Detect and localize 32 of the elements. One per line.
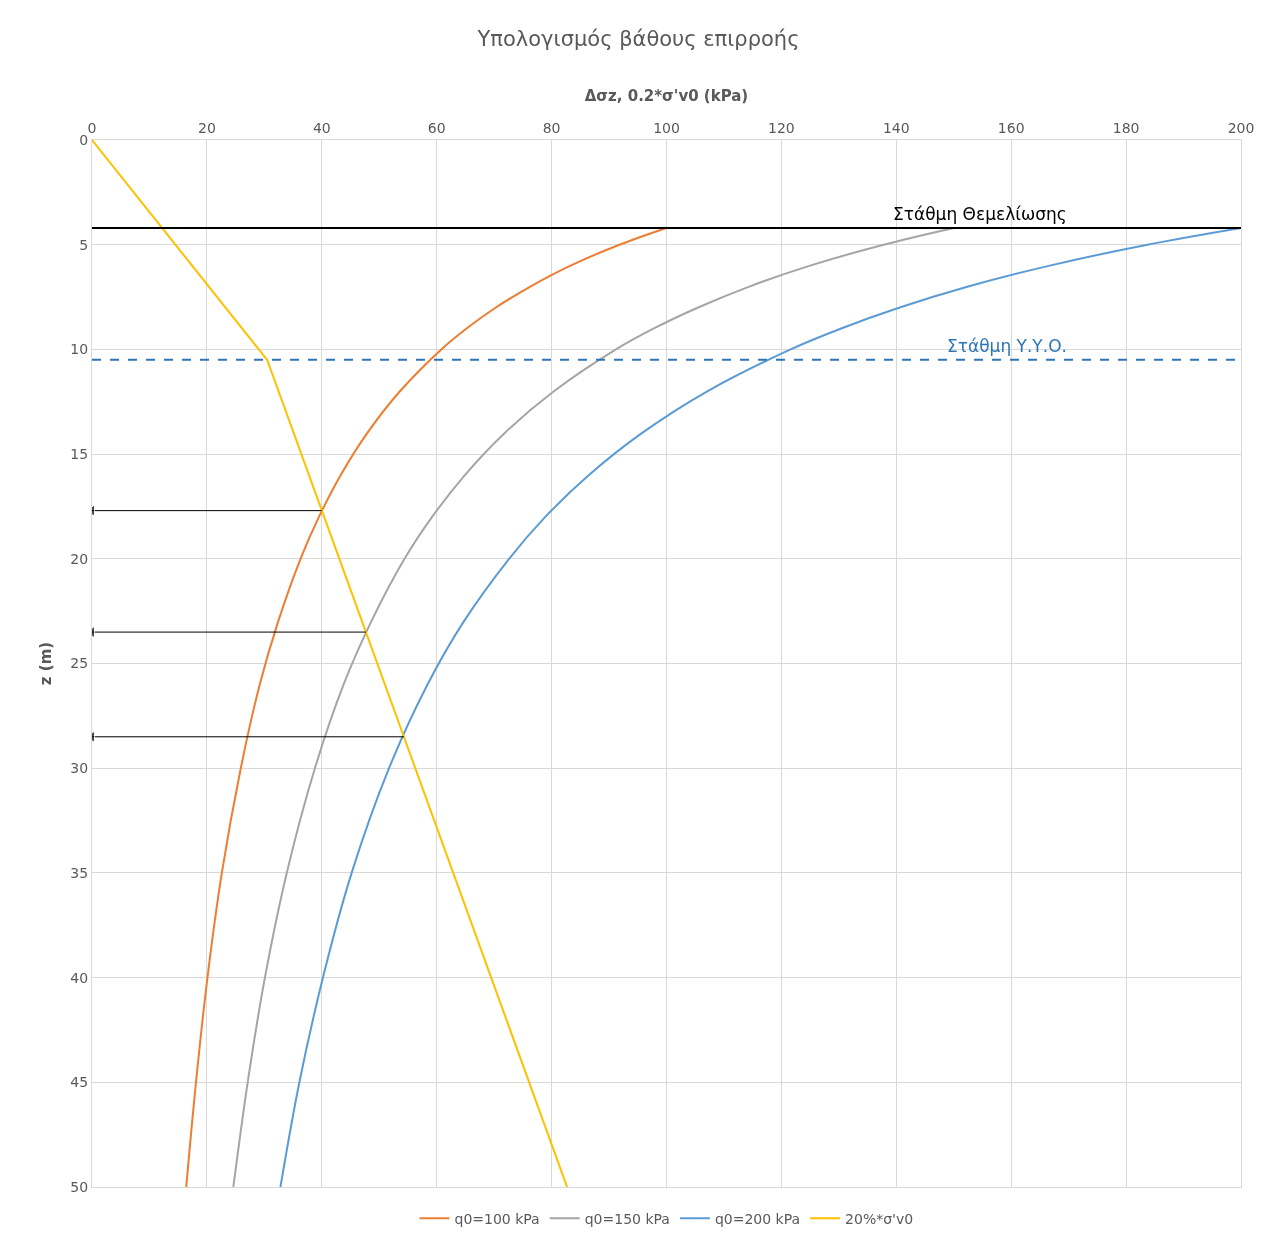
x-tick-label: 40 — [312, 120, 331, 137]
y-tick-label: 35 — [70, 864, 89, 881]
y-axis-title: z (m) — [36, 641, 55, 686]
x-tick-label: 60 — [427, 120, 446, 137]
ref-line-label: Στάθμη Θεμελίωσης — [893, 204, 1067, 224]
line-series — [185, 226, 668, 1187]
y-tick-label: 5 — [79, 236, 89, 253]
x-tick-label: 180 — [1112, 120, 1140, 137]
x-tick-label: 160 — [997, 120, 1025, 137]
x-tick-label: 200 — [1227, 120, 1255, 137]
y-tick-label: 25 — [70, 655, 89, 672]
y-tick-label: 20 — [70, 550, 89, 567]
y-tick-label: 45 — [70, 1074, 89, 1091]
y-tick-label: 50 — [70, 1178, 89, 1195]
x-tick-label: 140 — [882, 120, 910, 137]
chart-title: Υπολογισμός βάθους επιρροής — [476, 26, 800, 51]
x-tick-label: 100 — [653, 120, 680, 137]
line-series — [279, 226, 1241, 1187]
x-tick-label: 20 — [197, 120, 216, 137]
legend-label: q0=150 kPa — [584, 1210, 670, 1227]
y-tick-label: 10 — [70, 341, 89, 358]
y-tick-label: 15 — [70, 446, 89, 462]
x-tick-label: 80 — [542, 120, 561, 137]
legend-label: 20%*σ'v0 — [845, 1210, 914, 1227]
ref-line-label: Στάθμη Υ.Υ.Ο. — [947, 336, 1067, 356]
y-tick-label: 40 — [70, 969, 89, 986]
y-tick-label: 30 — [70, 760, 89, 777]
legend-label: q0=100 kPa — [454, 1210, 540, 1227]
legend-label: q0=200 kPa — [714, 1210, 801, 1227]
y-tick-label: 0 — [79, 131, 89, 148]
x-tick-label: 120 — [768, 120, 795, 137]
x-axis-title: Δσz, 0.2*σ'v0 (kPa) — [584, 86, 749, 105]
